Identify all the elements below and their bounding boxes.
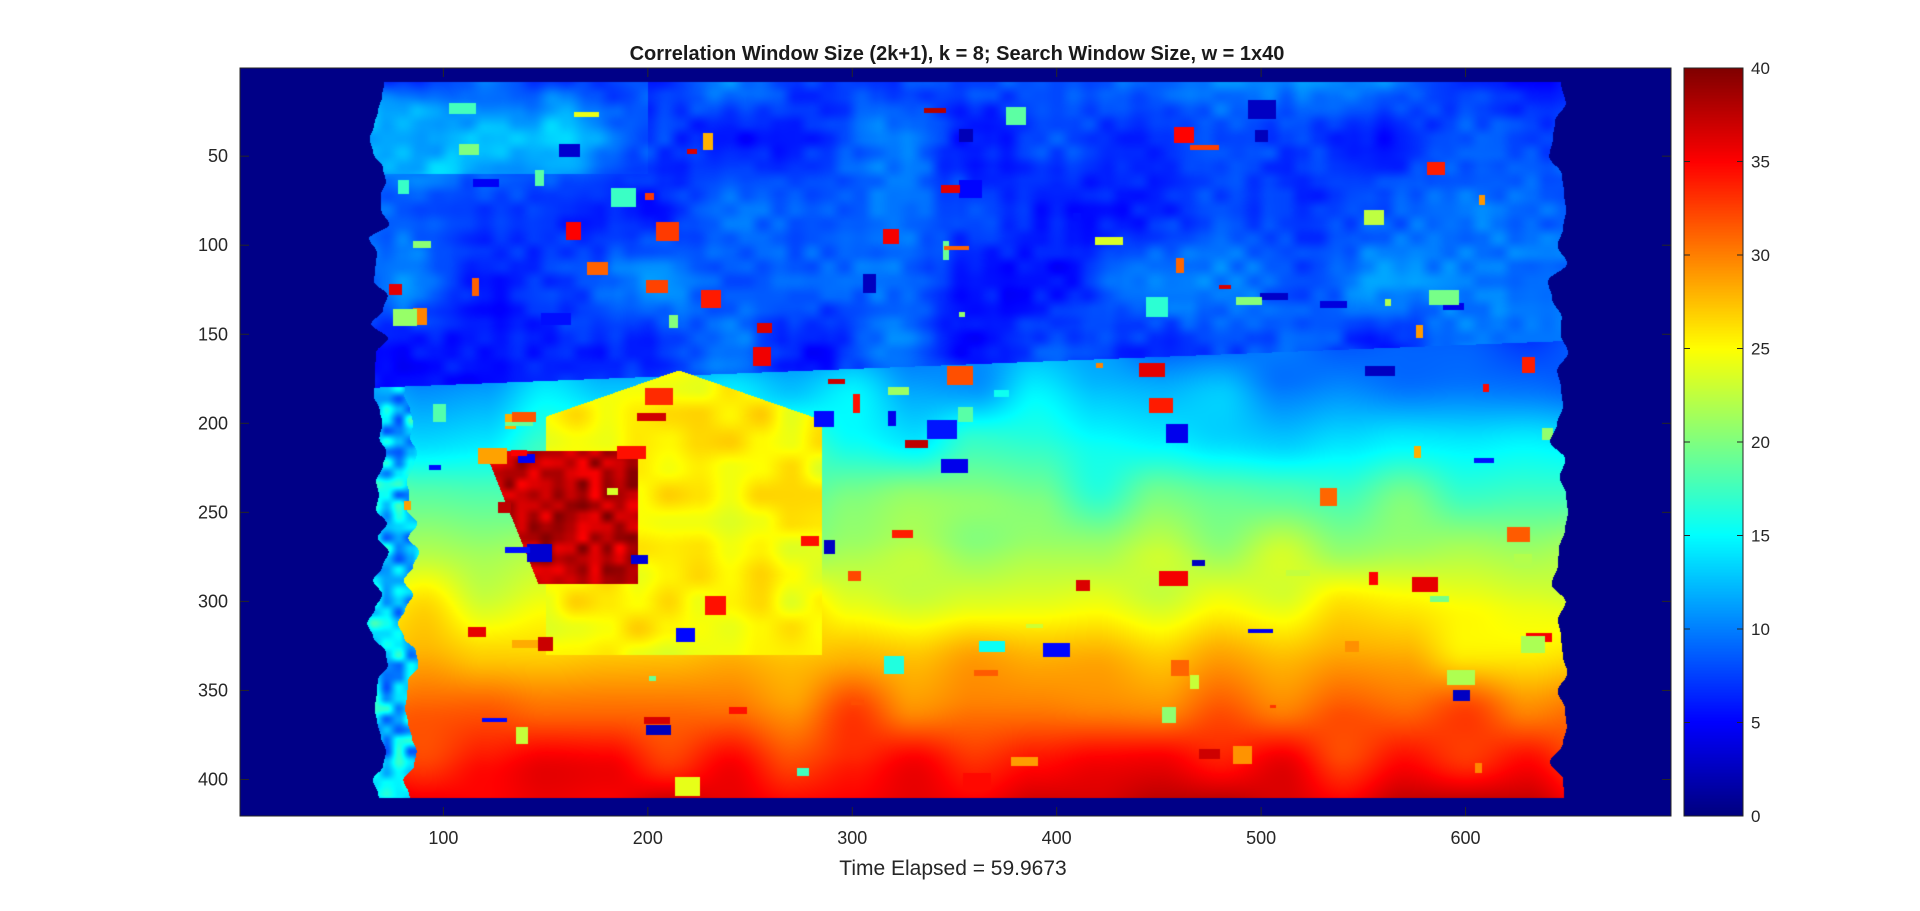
colorbar-tick-label: 40 xyxy=(1751,59,1770,78)
heatmap-image xyxy=(240,68,1671,816)
colorbar-gradient xyxy=(1684,68,1743,816)
colorbar-tick-label: 10 xyxy=(1751,620,1770,639)
colorbar-tick-label: 0 xyxy=(1751,807,1760,826)
x-tick-label: 100 xyxy=(428,828,458,848)
x-tick-label: 500 xyxy=(1246,828,1276,848)
x-axis-ticks: 100 200 300 400 500 600 xyxy=(428,68,1481,848)
heatmap-image-container xyxy=(240,68,1671,816)
colorbar-tick-label: 20 xyxy=(1751,433,1770,452)
y-tick-label: 100 xyxy=(198,235,228,255)
x-tick-label: 200 xyxy=(633,828,663,848)
x-tick-label: 400 xyxy=(1042,828,1072,848)
y-tick-label: 250 xyxy=(198,502,228,522)
colorbar-tick-label: 35 xyxy=(1751,153,1770,172)
y-tick-label: 350 xyxy=(198,680,228,700)
colorbar-tick-label: 25 xyxy=(1751,340,1770,359)
x-tick-label: 600 xyxy=(1451,828,1481,848)
y-tick-label: 400 xyxy=(198,769,228,789)
colorbar-tick-label: 30 xyxy=(1751,246,1770,265)
chart-title: Correlation Window Size (2k+1), k = 8; S… xyxy=(630,43,1285,65)
colorbar: 0 5 10 15 20 25 30 35 40 xyxy=(1683,59,1770,826)
x-axis-label: Time Elapsed = 59.9673 xyxy=(839,857,1066,880)
x-tick-label: 300 xyxy=(837,828,867,848)
y-tick-label: 150 xyxy=(198,324,228,344)
y-tick-label: 50 xyxy=(208,146,228,166)
colorbar-ticks: 0 5 10 15 20 25 30 35 40 xyxy=(1684,59,1770,826)
colorbar-tick-label: 15 xyxy=(1751,527,1770,546)
y-axis-ticks: 50 100 150 200 250 300 350 400 xyxy=(198,146,1671,789)
plot-area: 100 200 300 400 500 600 50 100 150 200 250 300 350 4… xyxy=(198,67,1672,848)
y-tick-label: 300 xyxy=(198,591,228,611)
colorbar-gradient-container xyxy=(1684,68,1743,816)
colorbar-tick-label: 5 xyxy=(1751,714,1760,733)
axes-box xyxy=(239,67,1672,817)
y-tick-label: 200 xyxy=(198,413,228,433)
